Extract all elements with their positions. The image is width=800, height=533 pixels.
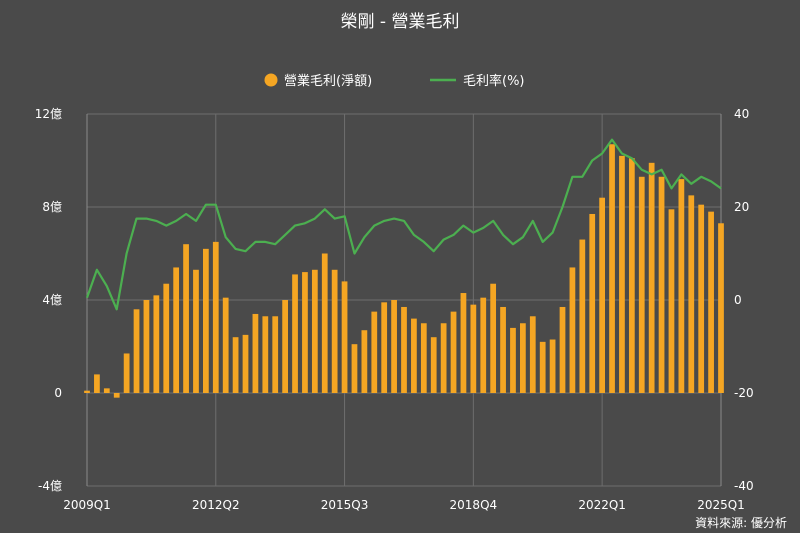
bar bbox=[589, 213, 596, 393]
legend-bar-marker bbox=[264, 73, 278, 87]
bar bbox=[668, 209, 675, 393]
left-tick-label: 0 bbox=[54, 386, 62, 400]
bar bbox=[222, 297, 229, 393]
bar bbox=[599, 197, 605, 393]
bar bbox=[420, 323, 427, 393]
bar-series bbox=[84, 144, 724, 398]
bar bbox=[173, 267, 180, 393]
bar bbox=[331, 269, 338, 393]
left-tick-label: 12億 bbox=[35, 107, 62, 121]
x-tick-label: 2009Q1 bbox=[63, 498, 111, 512]
bar bbox=[242, 334, 249, 393]
bar bbox=[529, 316, 536, 393]
bar bbox=[371, 311, 378, 393]
bar bbox=[361, 330, 368, 393]
x-tick-label: 2012Q2 bbox=[192, 498, 240, 512]
chart-title: 榮剛 - 營業毛利 bbox=[341, 12, 460, 32]
bar bbox=[440, 323, 447, 393]
right-tick-label: -40 bbox=[734, 479, 754, 493]
left-tick-label: -4億 bbox=[38, 479, 62, 493]
right-tick-label: 20 bbox=[734, 200, 749, 214]
legend-bar-label: 營業毛利(淨額) bbox=[284, 73, 372, 89]
bar bbox=[252, 313, 259, 393]
bar bbox=[500, 306, 506, 393]
bar bbox=[381, 302, 388, 393]
bar bbox=[232, 337, 239, 393]
bar bbox=[401, 306, 407, 393]
right-tick-label: -20 bbox=[734, 386, 754, 400]
bar bbox=[302, 272, 308, 393]
bar bbox=[203, 248, 209, 393]
bar bbox=[163, 283, 170, 393]
legend-line-label: 毛利率(%) bbox=[463, 73, 525, 89]
bar bbox=[658, 176, 665, 393]
bar bbox=[490, 283, 497, 393]
bar bbox=[688, 195, 695, 393]
bar bbox=[133, 309, 140, 393]
x-tick-label: 2022Q1 bbox=[578, 498, 626, 512]
x-tick-label: 2025Q1 bbox=[697, 498, 745, 512]
bar bbox=[391, 300, 397, 393]
bar bbox=[638, 176, 645, 393]
bar bbox=[282, 300, 288, 393]
bar bbox=[212, 241, 219, 393]
bar bbox=[311, 269, 318, 393]
tick-labels: -4億 0 4億 8億 12億 -40 -20 0 20 40 2009Q1 2012Q2 2015Q3… bbox=[35, 107, 754, 512]
bar bbox=[143, 300, 150, 393]
bar bbox=[123, 353, 130, 393]
bar bbox=[153, 295, 160, 393]
bar bbox=[113, 393, 120, 398]
x-tick-label: 2018Q4 bbox=[450, 498, 498, 512]
bar bbox=[510, 327, 516, 393]
bar bbox=[609, 144, 615, 393]
bar bbox=[103, 388, 110, 393]
bar bbox=[262, 316, 269, 393]
bar bbox=[430, 337, 437, 393]
bar bbox=[569, 267, 576, 393]
legend: 營業毛利(淨額) 毛利率(%) bbox=[264, 73, 525, 89]
bar bbox=[321, 253, 328, 393]
gross-margin-line bbox=[85, 138, 722, 311]
bar bbox=[341, 281, 348, 393]
bar bbox=[678, 179, 685, 393]
bar bbox=[183, 244, 189, 393]
bar bbox=[460, 293, 467, 393]
line-series bbox=[85, 138, 722, 311]
bar bbox=[539, 341, 546, 393]
right-tick-label: 40 bbox=[734, 107, 749, 121]
bar bbox=[411, 318, 417, 393]
bar bbox=[292, 274, 298, 393]
bar bbox=[272, 316, 279, 393]
bar bbox=[549, 339, 556, 393]
bar bbox=[480, 297, 487, 393]
gridlines bbox=[86, 113, 722, 487]
bar bbox=[648, 162, 655, 393]
x-tick-label: 2015Q3 bbox=[321, 498, 369, 512]
bar bbox=[619, 155, 625, 393]
right-tick-label: 0 bbox=[734, 293, 742, 307]
bar bbox=[84, 390, 90, 393]
bar bbox=[351, 344, 358, 393]
bar bbox=[470, 304, 477, 393]
bar bbox=[193, 269, 199, 393]
left-tick-label: 8億 bbox=[42, 200, 62, 214]
bar bbox=[708, 211, 714, 393]
bar bbox=[628, 158, 635, 393]
bar bbox=[718, 223, 724, 393]
bar bbox=[520, 323, 526, 393]
source-note: 資料來源: 優分析 bbox=[695, 516, 787, 530]
left-tick-label: 4億 bbox=[42, 293, 62, 307]
bar bbox=[698, 204, 705, 393]
bar bbox=[94, 374, 100, 393]
bar bbox=[450, 311, 457, 393]
bar bbox=[579, 239, 586, 393]
bar bbox=[559, 306, 566, 393]
